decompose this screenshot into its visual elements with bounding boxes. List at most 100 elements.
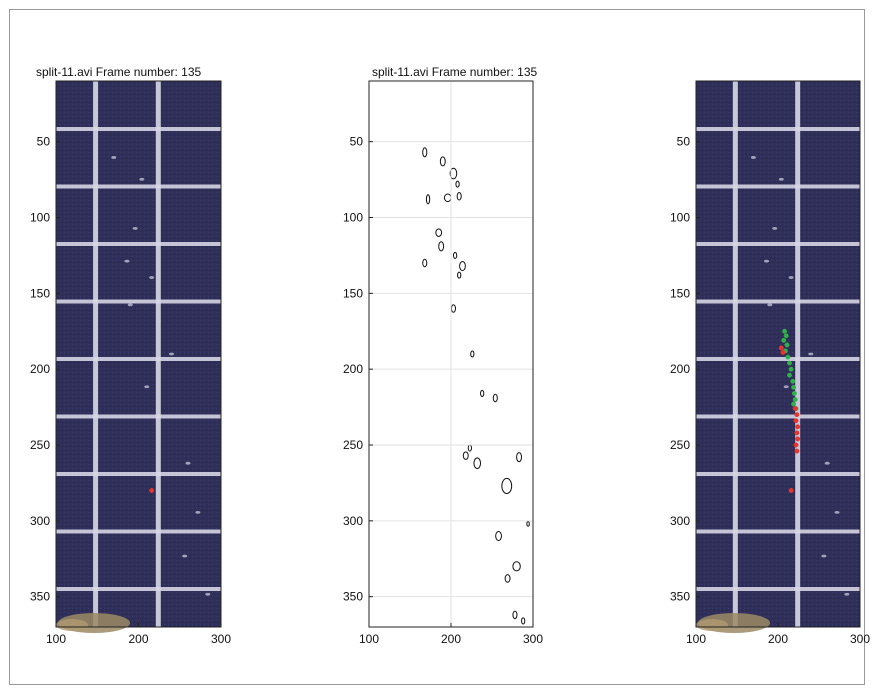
contour-blob: [438, 241, 445, 252]
panel-3: 100 200 300 50 100 150 200 250 300 350: [670, 80, 870, 646]
track-point: [785, 354, 791, 360]
track-point: [778, 345, 784, 351]
track-point: [792, 406, 798, 412]
speck: [205, 592, 211, 596]
panel-2-axes: 100 200 300 50 100 150 200 250 300 350: [343, 80, 543, 646]
speck: [127, 303, 133, 307]
contour-blob: [459, 260, 466, 272]
speck: [132, 227, 138, 230]
tile-line-horizontal: [696, 357, 860, 361]
contour-blob: [422, 147, 428, 158]
track-point: [794, 448, 800, 454]
contour-blob: [526, 521, 530, 527]
track-point: [793, 442, 799, 448]
tile-line-vertical: [795, 81, 801, 627]
track-point: [792, 397, 798, 402]
contour-blob: [480, 389, 485, 397]
tile-line-horizontal: [56, 357, 221, 361]
tile-line-vertical: [155, 81, 161, 627]
speck: [795, 319, 801, 323]
contour-blob: [422, 258, 428, 268]
speck: [788, 276, 794, 279]
y-tick-label: 350: [670, 590, 690, 604]
track-point: [788, 488, 794, 493]
tile-line-horizontal: [696, 127, 860, 131]
tile-line-horizontal: [696, 299, 860, 304]
speck: [783, 385, 789, 389]
speck: [824, 461, 830, 465]
tile-line-horizontal: [56, 299, 221, 304]
x-tick-label: 100: [359, 632, 379, 646]
y-tick-label: 250: [670, 438, 690, 452]
y-tick-label: 250: [343, 438, 363, 452]
y-tick-label: 200: [670, 362, 690, 376]
speck: [195, 510, 201, 514]
speck: [834, 510, 840, 514]
y-tick-label: 50: [37, 135, 51, 149]
tile-line-horizontal: [696, 184, 860, 189]
tile-line-vertical: [732, 81, 738, 627]
contour-blob: [425, 194, 431, 205]
speck: [144, 385, 150, 389]
speck: [182, 554, 188, 558]
track-point: [790, 378, 796, 384]
tile-line-horizontal: [56, 242, 221, 246]
y-tick-label: 150: [670, 286, 690, 300]
track-point: [781, 337, 787, 343]
speck: [772, 227, 778, 230]
x-tick-label: 300: [211, 632, 231, 646]
track-point: [788, 366, 794, 372]
contour-blob: [470, 350, 475, 358]
tile-line-horizontal: [56, 414, 221, 419]
speck: [778, 177, 784, 181]
tile-line-horizontal: [696, 587, 860, 591]
y-tick-label: 300: [670, 514, 690, 528]
y-tick-label: 50: [677, 135, 691, 149]
contour-blob: [521, 617, 526, 625]
track-point: [791, 401, 797, 407]
y-tick-label: 200: [343, 362, 363, 376]
tile-line-horizontal: [696, 472, 860, 476]
debris: [696, 619, 728, 631]
speck: [155, 319, 161, 323]
panel-1: split-11.avi Frame number: 135 100 200 300…: [30, 65, 231, 646]
speck: [111, 156, 117, 159]
track-point: [787, 360, 792, 366]
contour-blob: [512, 561, 521, 572]
tile-line-horizontal: [56, 529, 221, 534]
y-tick-label: 300: [343, 514, 363, 528]
y-tick-label: 100: [343, 211, 363, 225]
tile-line-horizontal: [696, 529, 860, 534]
track-point: [795, 436, 801, 442]
track-point: [791, 384, 797, 390]
y-tick-label: 50: [350, 135, 364, 149]
speck: [139, 177, 145, 181]
video-frame-background: [696, 81, 860, 627]
track-point: [794, 412, 800, 418]
y-tick-label: 350: [343, 590, 363, 604]
contour-blob: [492, 393, 498, 403]
speck: [764, 259, 770, 263]
y-tick-label: 350: [30, 590, 50, 604]
panel-1-plot-area: [56, 81, 221, 633]
x-tick-label: 200: [441, 632, 461, 646]
tile-line-vertical: [93, 81, 99, 627]
tile-line-horizontal: [696, 414, 860, 419]
video-frame-background: [56, 81, 221, 627]
panel-3-axes: 100 200 300 50 100 150 200 250 300 350: [670, 80, 870, 646]
debris: [56, 619, 88, 631]
tile-line-horizontal: [56, 472, 221, 476]
tile-line-horizontal: [56, 127, 221, 131]
track-point: [784, 342, 790, 348]
contour-blob: [435, 228, 443, 237]
track-point: [787, 372, 792, 378]
x-tick-label: 100: [46, 632, 66, 646]
y-tick-label: 150: [343, 286, 363, 300]
contour-blob: [512, 610, 518, 620]
y-tick-label: 100: [30, 211, 50, 225]
track-point: [780, 350, 786, 355]
track-point: [783, 333, 789, 339]
track-point: [793, 418, 799, 424]
contour-blob: [456, 191, 462, 201]
